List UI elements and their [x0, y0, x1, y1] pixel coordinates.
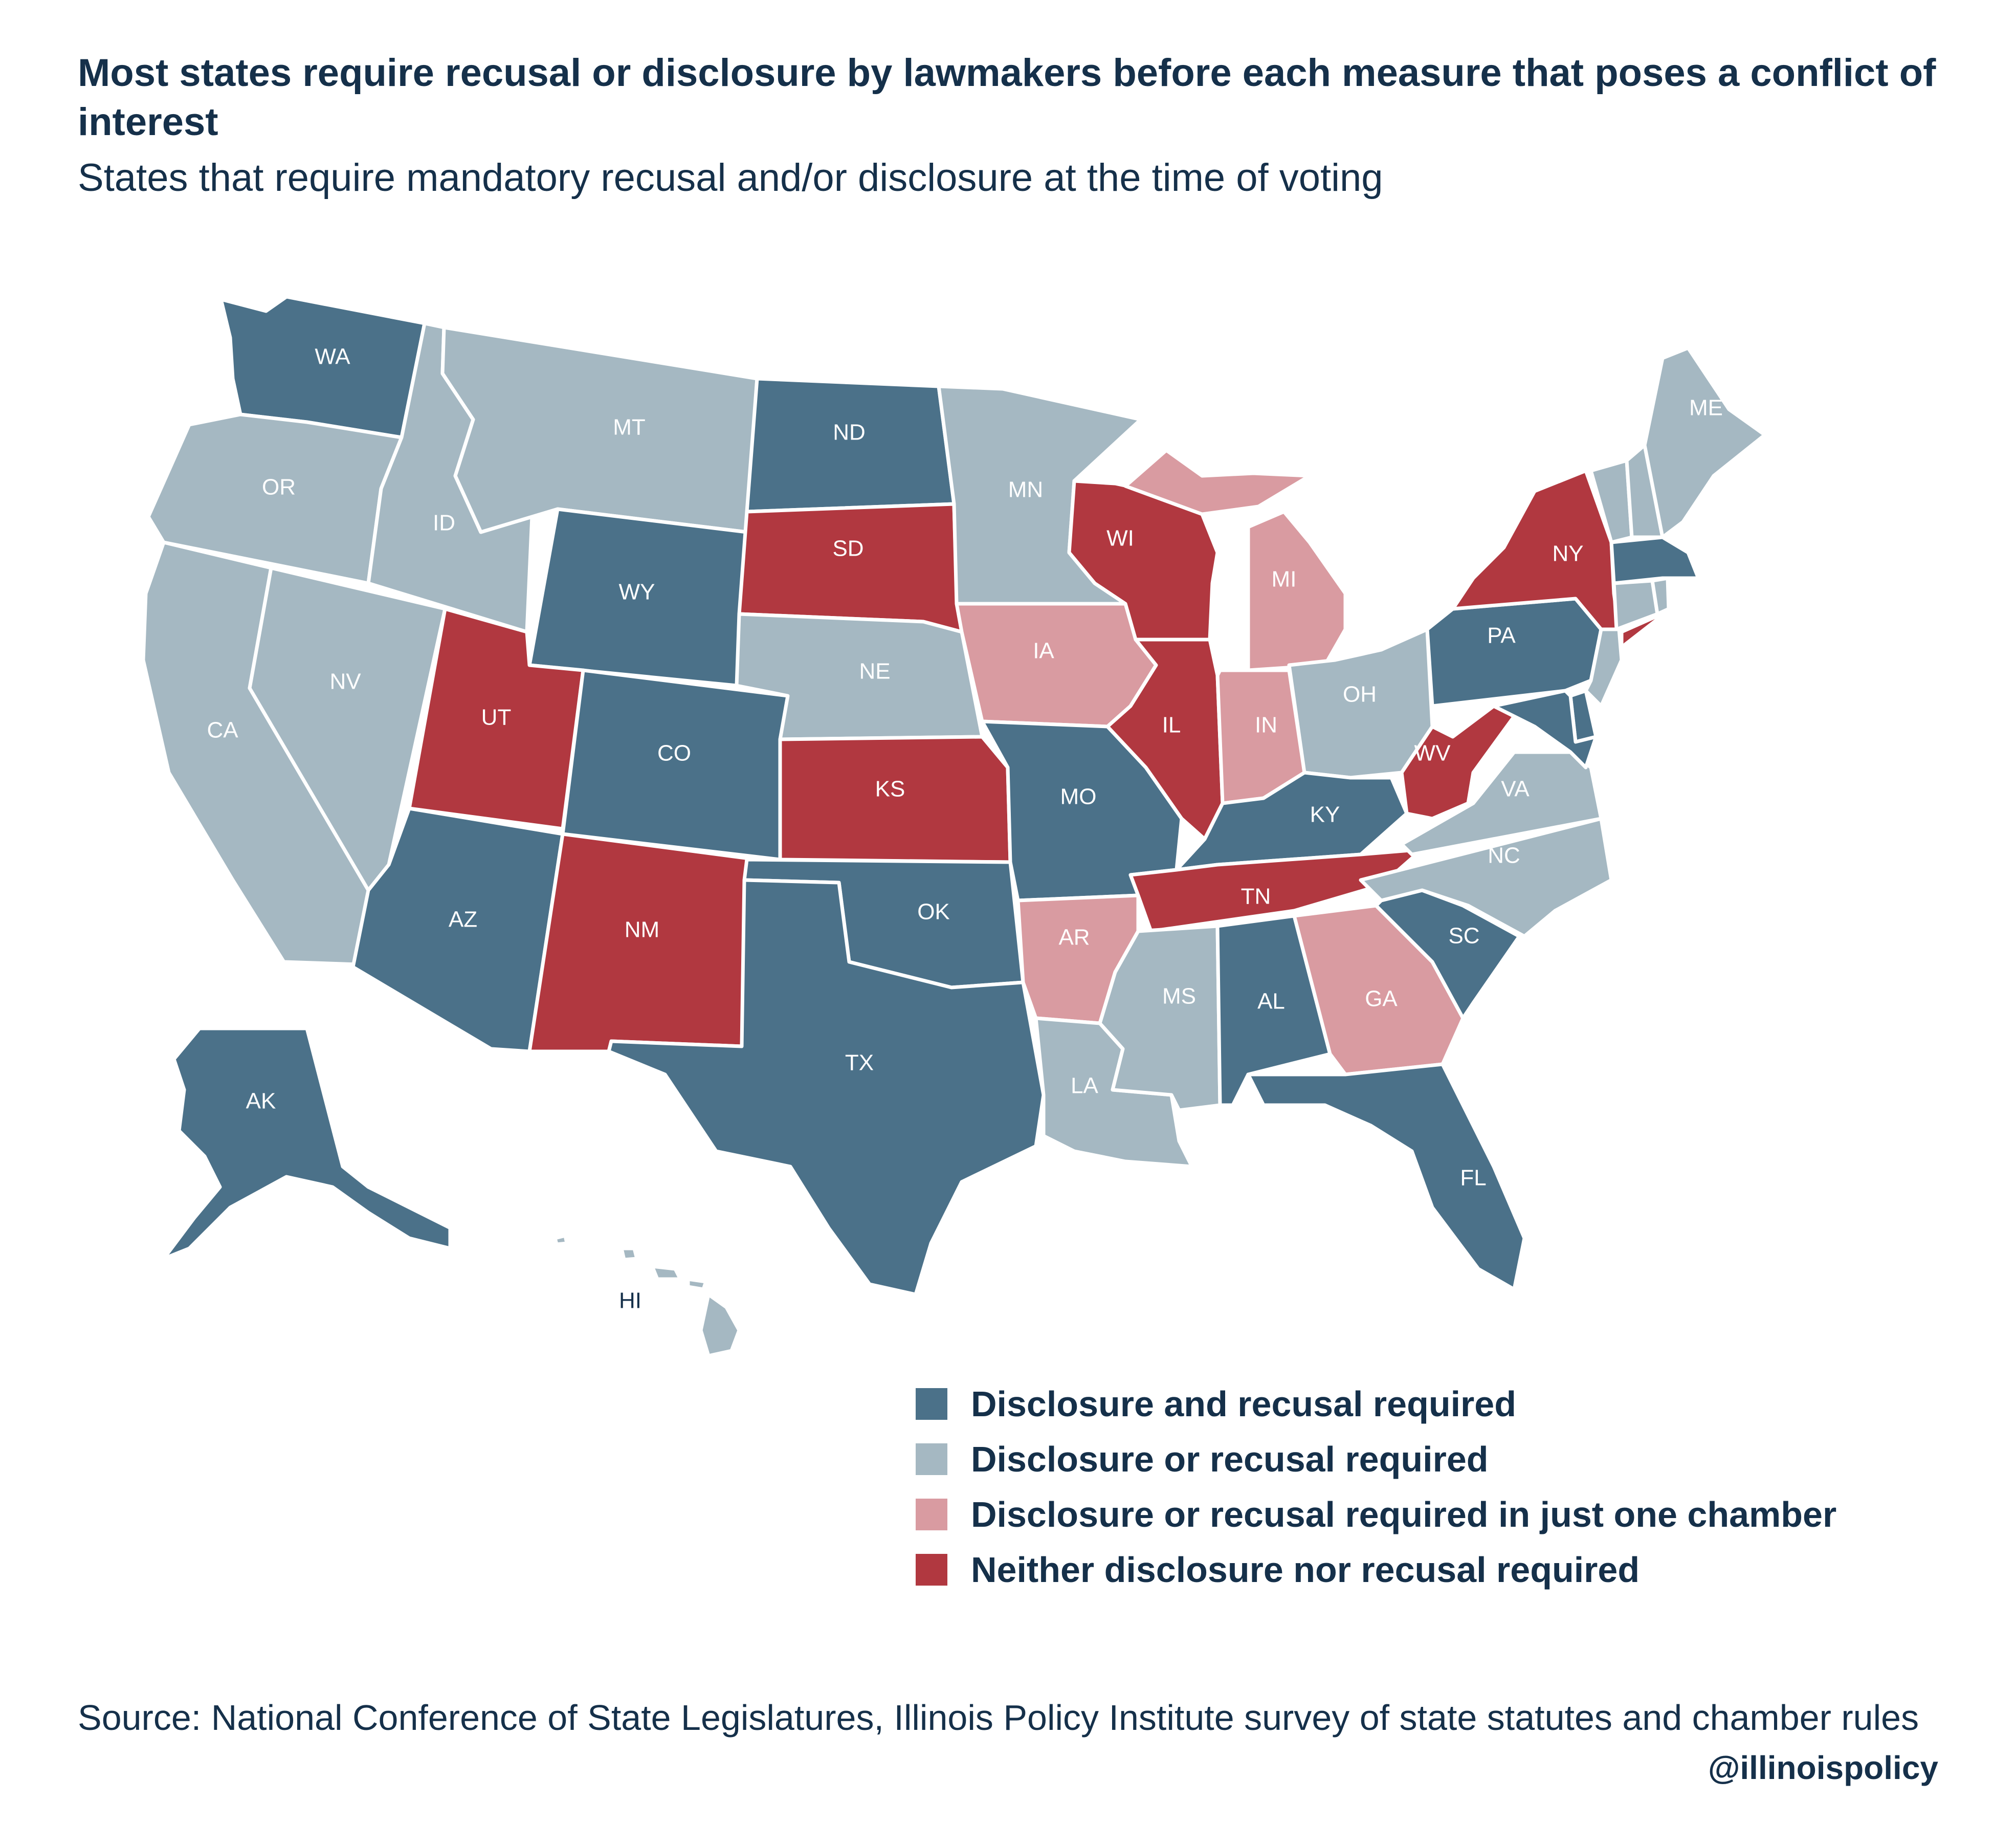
- label-NC: NC: [1488, 843, 1520, 868]
- state-ME: [1643, 346, 1767, 539]
- legend-swatch-neither: [916, 1554, 947, 1586]
- chart-title: Most states require recusal or disclosur…: [78, 51, 1936, 144]
- label-AZ: AZ: [449, 907, 477, 932]
- label-ND: ND: [833, 420, 866, 445]
- label-OH: OH: [1343, 682, 1377, 707]
- label-IN: IN: [1255, 713, 1277, 738]
- state-MD: [1492, 689, 1598, 770]
- label-VA: VA: [1501, 777, 1530, 802]
- state-SD: [737, 502, 964, 634]
- chart-subtitle: States that require mandatory recusal an…: [78, 156, 1383, 200]
- state-RI: [1650, 576, 1671, 616]
- label-ME: ME: [1689, 396, 1723, 421]
- label-AK: AK: [246, 1089, 276, 1114]
- label-NV: NV: [329, 669, 361, 694]
- label-PA: PA: [1487, 623, 1516, 648]
- legend-item-neither: Neither disclosure nor recusal required: [916, 1542, 1888, 1597]
- legend-item-one-chamber: Disclosure or recusal required in just o…: [916, 1487, 1888, 1542]
- state-FL: [1246, 1062, 1526, 1291]
- label-MS: MS: [1162, 984, 1196, 1009]
- label-FL: FL: [1460, 1166, 1486, 1191]
- legend-swatch-both: [916, 1388, 947, 1420]
- label-NM: NM: [625, 917, 659, 942]
- label-MI: MI: [1272, 567, 1297, 592]
- label-NY: NY: [1552, 541, 1583, 566]
- label-OK: OK: [917, 899, 950, 925]
- state-MT: [440, 325, 759, 534]
- label-MN: MN: [1008, 477, 1043, 502]
- label-MT: MT: [613, 415, 646, 440]
- legend-label: Disclosure and recusal required: [971, 1384, 1516, 1424]
- label-AL: AL: [1257, 989, 1285, 1014]
- label-IA: IA: [1033, 639, 1054, 664]
- label-LA: LA: [1071, 1073, 1098, 1099]
- state-PA: [1425, 597, 1603, 708]
- label-SD: SD: [832, 536, 863, 561]
- label-TN: TN: [1241, 884, 1271, 909]
- state-IL: [1105, 638, 1225, 841]
- legend: Disclosure and recusal required Disclosu…: [916, 1376, 1888, 1597]
- label-IL: IL: [1162, 713, 1181, 738]
- state-HI: [553, 1234, 741, 1358]
- state-TX: [607, 878, 1046, 1297]
- label-ID: ID: [433, 511, 455, 536]
- label-MO: MO: [1060, 784, 1097, 809]
- label-CO: CO: [657, 741, 691, 766]
- legend-swatch-either: [916, 1443, 947, 1475]
- label-KS: KS: [875, 777, 905, 802]
- label-WI: WI: [1106, 526, 1134, 551]
- label-SC: SC: [1448, 924, 1479, 949]
- state-ND: [745, 377, 956, 514]
- social-handle: @illinoispolicy: [1708, 1749, 1938, 1786]
- label-KY: KY: [1310, 802, 1340, 827]
- legend-label: Disclosure or recusal required in just o…: [971, 1495, 1837, 1534]
- label-UT: UT: [481, 705, 512, 730]
- state-MA: [1609, 535, 1700, 585]
- legend-label: Disclosure or recusal required: [971, 1439, 1489, 1479]
- label-WY: WY: [619, 580, 655, 605]
- legend-item-both: Disclosure and recusal required: [916, 1376, 1888, 1432]
- state-WV: [1400, 704, 1516, 821]
- state-MS: [1098, 924, 1222, 1112]
- source-note: Source: National Conference of State Leg…: [78, 1698, 1919, 1738]
- state-MI: [1123, 448, 1347, 672]
- legend-swatch-one-chamber: [916, 1499, 947, 1530]
- label-TX: TX: [845, 1050, 874, 1075]
- label-GA: GA: [1365, 986, 1398, 1012]
- label-OR: OR: [262, 475, 296, 500]
- legend-item-either: Disclosure or recusal required: [916, 1432, 1888, 1487]
- label-HI: HI: [619, 1288, 641, 1313]
- state-TN: [1128, 847, 1424, 933]
- state-AK: [162, 1026, 452, 1261]
- label-NE: NE: [859, 659, 890, 684]
- label-AR: AR: [1058, 925, 1090, 950]
- state-NM: [527, 832, 759, 1053]
- state-NC: [1359, 817, 1613, 938]
- legend-label: Neither disclosure nor recusal required: [971, 1550, 1640, 1590]
- label-CA: CA: [207, 718, 238, 743]
- label-WV: WV: [1414, 741, 1451, 766]
- label-WA: WA: [315, 344, 350, 369]
